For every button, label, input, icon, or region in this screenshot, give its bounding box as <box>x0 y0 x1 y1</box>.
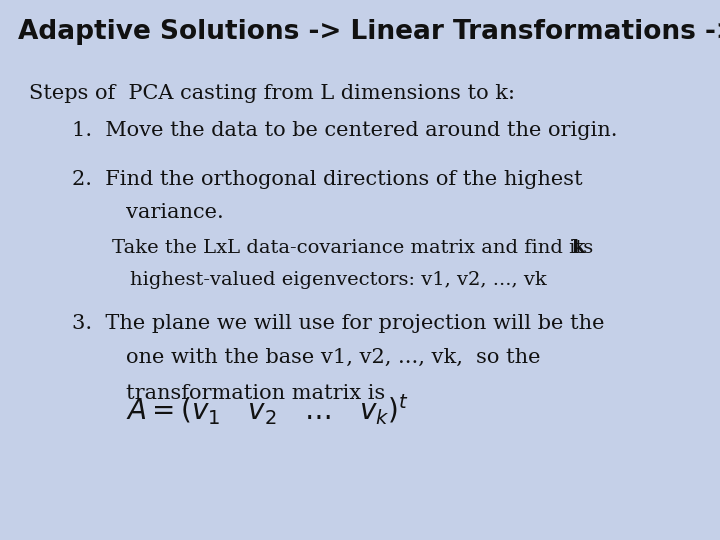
Text: k: k <box>571 239 585 256</box>
Text: 3.  The plane we will use for projection will be the: 3. The plane we will use for projection … <box>72 314 605 333</box>
Text: highest-valued eigenvectors: v1, v2, ..., vk: highest-valued eigenvectors: v1, v2, ...… <box>130 271 546 289</box>
Text: variance.: variance. <box>126 202 224 221</box>
Text: 1.  Move the data to be centered around the origin.: 1. Move the data to be centered around t… <box>72 122 618 140</box>
Text: Adaptive Solutions -> Linear Transformations -> PCA: Adaptive Solutions -> Linear Transformat… <box>18 19 720 45</box>
Text: one with the base v1, v2, ..., vk,  so the: one with the base v1, v2, ..., vk, so th… <box>126 348 541 367</box>
Text: transformation matrix is: transformation matrix is <box>126 384 385 403</box>
Text: Steps of  PCA casting from L dimensions to k:: Steps of PCA casting from L dimensions t… <box>29 84 515 103</box>
Text: $A = \left( v_1 \quad v_2 \quad \ldots \quad v_k \right)^t$: $A = \left( v_1 \quad v_2 \quad \ldots \… <box>126 392 409 426</box>
Text: Take the LxL data-covariance matrix and find its: Take the LxL data-covariance matrix and … <box>112 239 599 256</box>
Text: 2.  Find the orthogonal directions of the highest: 2. Find the orthogonal directions of the… <box>72 170 582 189</box>
